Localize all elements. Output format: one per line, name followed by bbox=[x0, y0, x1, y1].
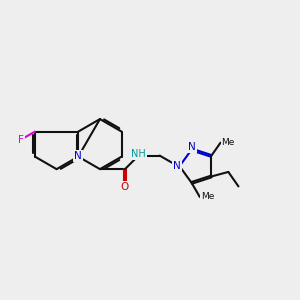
Text: NH: NH bbox=[131, 149, 146, 159]
Text: Me: Me bbox=[221, 138, 235, 147]
Text: N: N bbox=[173, 160, 181, 171]
Text: Me: Me bbox=[201, 192, 214, 201]
Text: N: N bbox=[188, 142, 196, 152]
Text: N: N bbox=[74, 151, 82, 161]
Text: F: F bbox=[18, 135, 24, 145]
Text: O: O bbox=[121, 182, 129, 192]
